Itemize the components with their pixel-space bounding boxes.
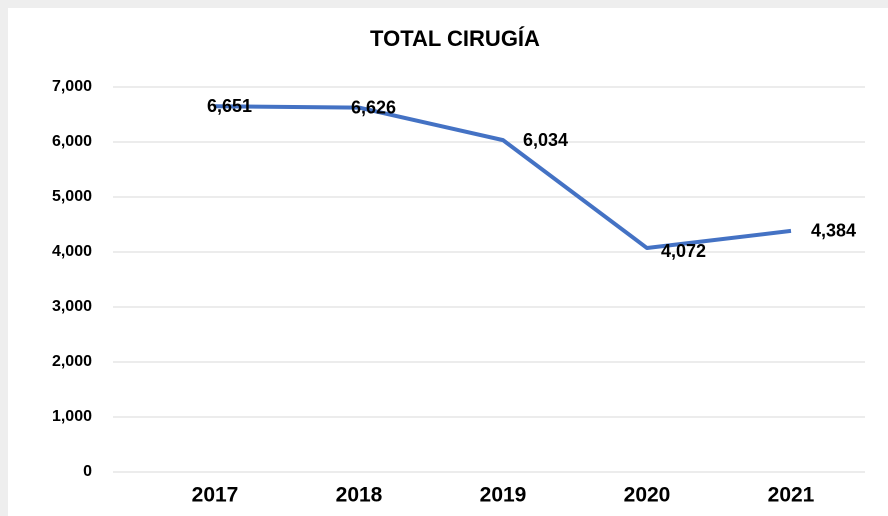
data-label: 4,072 [661, 241, 706, 261]
y-tick-label: 3,000 [52, 298, 92, 315]
x-tick-label: 2018 [336, 484, 383, 507]
x-tick-label: 2020 [624, 484, 671, 507]
y-tick-label: 1,000 [52, 408, 92, 425]
y-tick-label: 5,000 [52, 188, 92, 205]
x-tick-label: 2017 [192, 484, 239, 507]
data-label: 4,384 [811, 221, 856, 241]
data-label: 6,651 [207, 96, 252, 116]
data-label: 6,626 [351, 97, 396, 117]
y-tick-label: 7,000 [52, 78, 92, 95]
y-tick-label: 0 [83, 463, 92, 480]
x-tick-label: 2021 [768, 484, 815, 507]
x-tick-label: 2019 [480, 484, 527, 507]
data-label: 6,034 [523, 130, 568, 150]
line [214, 104, 792, 251]
y-tick-label: 4,000 [52, 243, 92, 260]
y-tick-label: 6,000 [52, 133, 92, 150]
chart-background [8, 8, 888, 516]
chart-title: TOTAL CIRUGÍA [370, 26, 540, 51]
y-tick-label: 2,000 [52, 353, 92, 370]
